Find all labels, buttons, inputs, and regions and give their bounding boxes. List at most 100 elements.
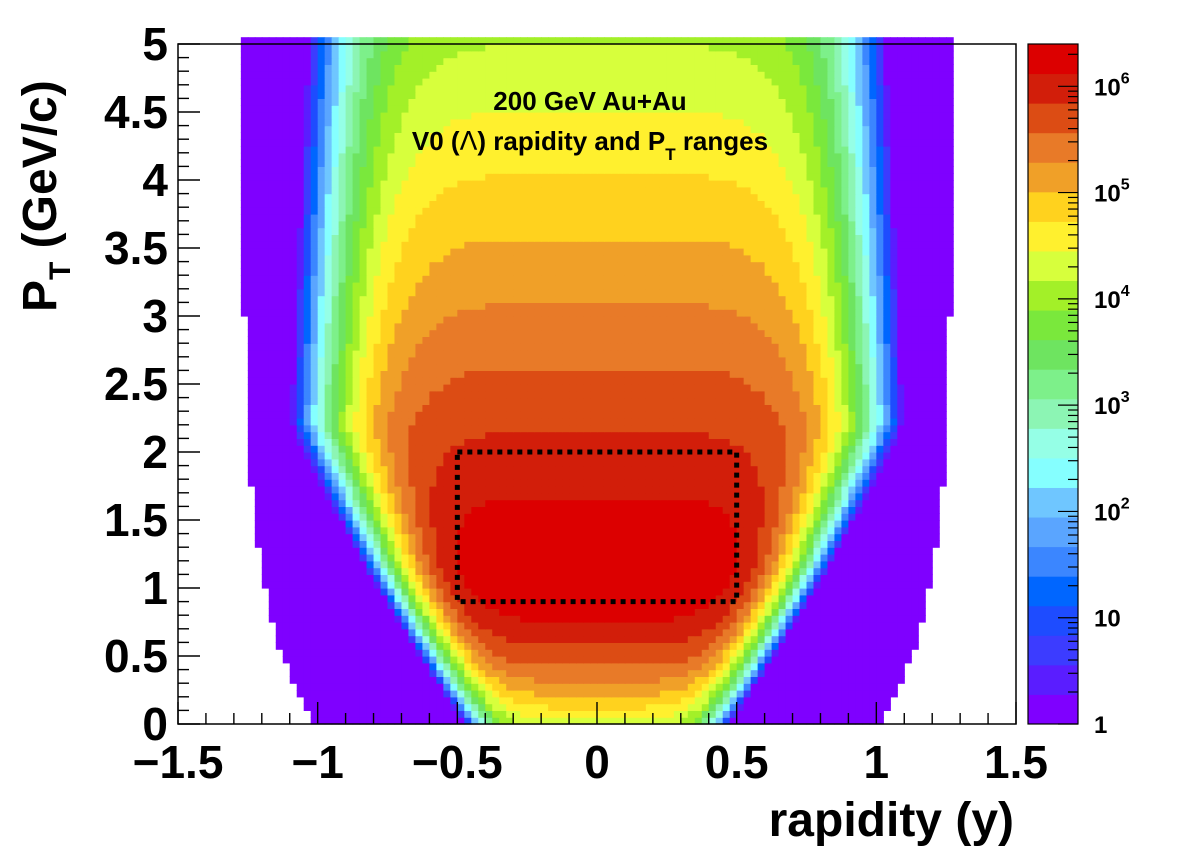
heatmap-cell — [345, 628, 354, 637]
heatmap-cell — [673, 370, 682, 378]
heatmap-cell — [638, 377, 647, 385]
heatmap-cell — [464, 452, 472, 460]
heatmap-cell — [478, 703, 486, 711]
heatmap-cell — [422, 499, 430, 507]
heatmap-cell — [736, 717, 745, 725]
heatmap-cell — [883, 411, 891, 419]
heatmap-cell — [422, 411, 430, 419]
heatmap-cell — [576, 560, 584, 569]
heatmap-cell — [352, 370, 361, 378]
heatmap-cell — [576, 622, 584, 630]
heatmap-cell — [338, 377, 347, 385]
heatmap-cell — [652, 486, 661, 494]
heatmap-cell — [583, 431, 591, 439]
heatmap-cell — [757, 397, 766, 405]
heatmap-cell — [757, 690, 766, 698]
heatmap-cell — [289, 669, 298, 677]
heatmap-cell — [499, 574, 507, 582]
heatmap-cell — [694, 411, 703, 419]
heatmap-cell — [415, 574, 424, 582]
heatmap-cell — [436, 601, 444, 609]
heatmap-cell — [869, 370, 877, 378]
heatmap-cell — [610, 404, 619, 412]
heatmap-cell — [541, 486, 549, 494]
heatmap-cell — [939, 418, 947, 426]
heatmap-cell — [359, 418, 368, 426]
heatmap-cell — [736, 567, 745, 575]
heatmap-cell — [429, 662, 437, 671]
heatmap-cell — [624, 710, 633, 718]
heatmap-cell — [422, 526, 430, 535]
heatmap-cell — [729, 649, 738, 657]
heatmap-cell — [548, 533, 556, 541]
heatmap-cell — [261, 581, 270, 589]
heatmap-cell — [820, 628, 829, 637]
heatmap-cell — [883, 581, 891, 589]
heatmap-cell — [876, 499, 884, 507]
heatmap-cell — [387, 390, 396, 399]
heatmap-cell — [345, 649, 354, 657]
heatmap-cell — [757, 615, 766, 623]
heatmap-cell — [513, 635, 521, 643]
heatmap-cell — [576, 418, 584, 426]
heatmap-cell — [918, 615, 926, 623]
heatmap-cell — [813, 662, 822, 671]
heatmap-cell — [366, 547, 375, 555]
heatmap-cell — [694, 615, 703, 623]
heatmap-cell — [862, 465, 870, 473]
heatmap-cell — [352, 424, 361, 433]
heatmap-cell — [457, 608, 465, 616]
heatmap-cell — [338, 533, 347, 541]
heatmap-cell — [806, 486, 815, 494]
heatmap-cell — [408, 492, 417, 501]
heatmap-cell — [590, 533, 598, 541]
heatmap-cell — [869, 608, 877, 616]
heatmap-cell — [848, 547, 856, 555]
heatmap-cell — [380, 390, 389, 399]
heatmap-cell — [296, 438, 305, 446]
heatmap-cell — [261, 411, 270, 419]
heatmap-cell — [736, 622, 745, 630]
heatmap-cell — [869, 642, 877, 650]
heatmap-cell — [659, 479, 668, 487]
heatmap-cell — [310, 649, 319, 657]
heatmap-cell — [911, 431, 919, 439]
heatmap-cell — [464, 601, 472, 609]
heatmap-cell — [457, 465, 465, 473]
heatmap-cell — [799, 384, 808, 392]
heatmap-cell — [736, 560, 745, 569]
heatmap-cell — [464, 615, 472, 623]
heatmap-cell — [254, 492, 263, 501]
heatmap-cell — [841, 581, 849, 589]
heatmap-cell — [303, 690, 312, 698]
heatmap-cell — [904, 540, 912, 548]
heatmap-cell — [862, 506, 870, 514]
heatmap-cell — [813, 397, 822, 405]
heatmap-cell — [652, 526, 661, 535]
heatmap-cell — [527, 520, 535, 528]
heatmap-cell — [590, 560, 598, 569]
heatmap-cell — [387, 540, 396, 548]
heatmap-cell — [883, 622, 891, 630]
heatmap-cell — [401, 554, 410, 562]
heatmap-cell — [345, 710, 354, 718]
heatmap-cell — [520, 608, 528, 616]
heatmap-cell — [499, 642, 507, 650]
heatmap-cell — [673, 418, 682, 426]
heatmap-cell — [617, 370, 626, 378]
heatmap-cell — [785, 438, 794, 446]
heatmap-cell — [631, 574, 640, 582]
heatmap-cell — [415, 431, 424, 439]
heatmap-cell — [799, 418, 808, 426]
heatmap-cell — [841, 594, 849, 603]
heatmap-cell — [534, 533, 542, 541]
heatmap-cell — [617, 431, 626, 439]
heatmap-cell — [464, 560, 472, 569]
heatmap-cell — [799, 601, 808, 609]
heatmap-cell — [443, 431, 451, 439]
heatmap-cell — [268, 438, 277, 446]
heatmap-cell — [757, 662, 766, 671]
heatmap-cell — [610, 703, 619, 711]
heatmap-cell — [590, 574, 598, 582]
heatmap-cell — [820, 390, 829, 399]
